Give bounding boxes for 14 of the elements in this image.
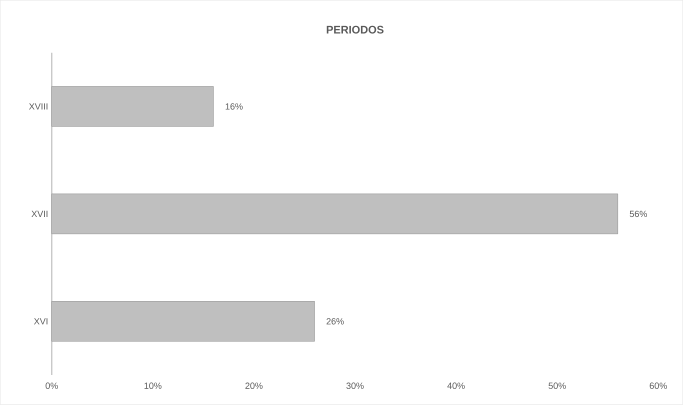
x-tick-label: 20% [245,382,263,390]
x-tick-label: 50% [548,382,566,390]
y-tick-label: XVI [34,318,48,325]
x-tick-label: 40% [447,382,465,390]
data-label: 56% [630,210,648,218]
x-tick-label: 10% [144,382,162,390]
data-label: 26% [326,318,344,325]
x-tick-label: 60% [650,382,667,390]
y-tick-label: XVII [31,210,48,218]
y-tick-label: XVIII [28,103,48,110]
chart-title: PERIODOS [326,26,384,34]
x-tick-label: 0% [46,382,58,390]
x-tick-label: 30% [346,382,364,390]
data-label: 16% [226,103,243,110]
